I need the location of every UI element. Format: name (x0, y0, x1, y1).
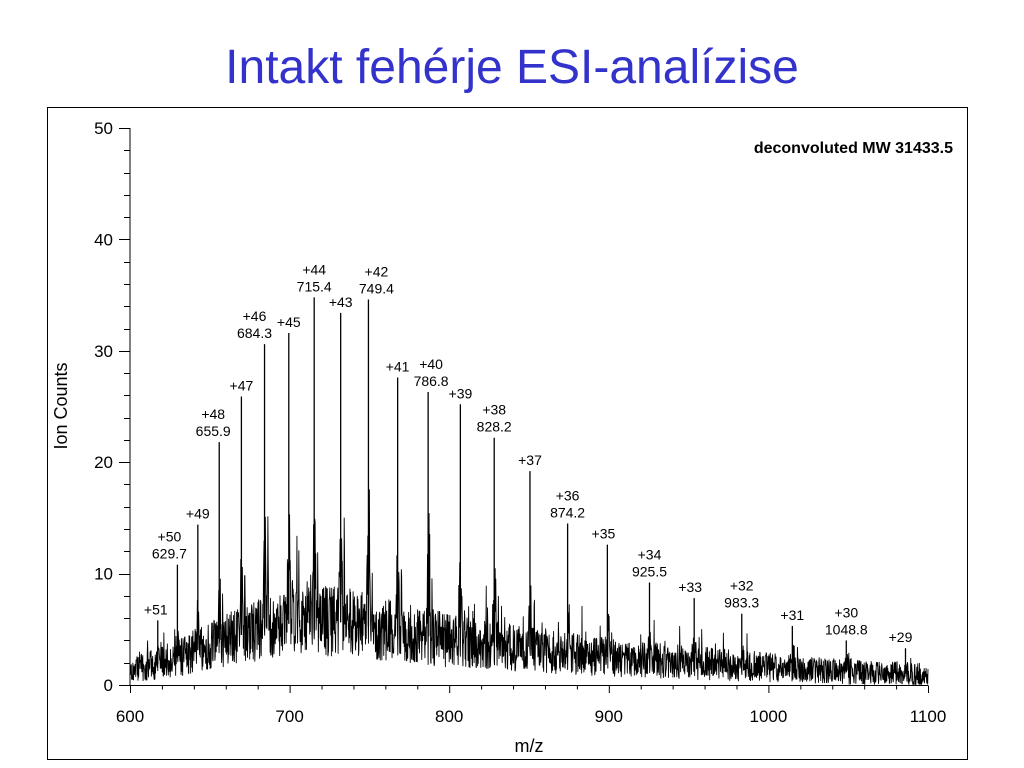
x-tick-label: 600 (116, 707, 144, 726)
peak-charge-label: +45 (277, 314, 301, 330)
peak-charge-label: +50 (158, 529, 182, 545)
peak-charge-label: +46 (243, 308, 267, 324)
peak-mz-label: 749.4 (359, 281, 394, 297)
peak-mz-label: 715.4 (297, 278, 332, 294)
peak-mz-label: 655.9 (196, 423, 231, 439)
x-tick-label: 700 (275, 707, 303, 726)
y-axis-ticks: 0 10 20 30 40 50 (94, 119, 130, 695)
deconvoluted-mw-annotation: deconvoluted MW 31433.5 (754, 140, 953, 157)
peak-mz-label: 874.2 (550, 505, 585, 521)
peak-charge-label: +43 (329, 294, 353, 310)
peak-charge-label: +34 (638, 547, 662, 563)
peak-charge-label: +40 (419, 356, 443, 372)
spectrum-trace-group (129, 489, 929, 685)
peak-charge-label: +44 (302, 261, 326, 277)
y-tick-label: 30 (94, 342, 113, 361)
slide-title: Intakt fehérje ESI-analízise (225, 41, 799, 94)
peak-mz-label: 925.5 (632, 564, 667, 580)
peak-charge-label: +32 (730, 578, 754, 594)
peak-mz-label: 983.3 (724, 595, 759, 611)
peak-charge-label: +31 (780, 607, 804, 623)
x-tick-label: 900 (595, 707, 623, 726)
peak-charge-label: +30 (834, 604, 858, 620)
y-tick-label: 20 (94, 453, 113, 472)
peak-mz-label: 1048.8 (825, 621, 868, 637)
peak-charge-label: +35 (592, 526, 616, 542)
peak-charge-label: +49 (186, 506, 210, 522)
peak-charge-label: +29 (889, 629, 913, 645)
y-tick-label: 10 (94, 565, 113, 584)
y-tick-label: 50 (94, 119, 113, 138)
peak-labels-group: +51 629.7+50+49 655.9+48 +47 684.3+46 +45 715.… (144, 261, 913, 645)
peak-charge-label: +37 (518, 452, 542, 468)
x-axis-ticks: 600 700 800 900 1000 1100 (116, 685, 947, 726)
peak-mz-label: 786.8 (414, 373, 449, 389)
y-tick-label: 0 (104, 676, 113, 695)
x-tick-label: 1100 (910, 707, 947, 726)
peak-charge-label: +38 (482, 402, 506, 418)
peak-mz-label: 828.2 (477, 419, 512, 435)
peak-charge-label: +42 (365, 264, 389, 280)
peak-charge-label: +48 (201, 406, 225, 422)
y-axis-title: Ion Counts (51, 362, 71, 449)
peak-mz-label: 684.3 (237, 325, 272, 341)
x-tick-label: 800 (435, 707, 463, 726)
peak-lines-group (157, 297, 907, 675)
peak-charge-label: +33 (678, 579, 702, 595)
peak-charge-label: +39 (449, 385, 473, 401)
peak-charge-label: +47 (230, 378, 254, 394)
peak-mz-label: 629.7 (152, 546, 187, 562)
x-tick-label: 1000 (749, 707, 787, 726)
peak-charge-label: +51 (144, 601, 168, 617)
peak-charge-label: +41 (386, 359, 410, 375)
x-axis-title: m/z (515, 736, 544, 756)
spectrum-noise-trace (129, 489, 929, 685)
y-tick-label: 40 (94, 230, 113, 249)
peak-charge-label: +36 (556, 488, 580, 504)
